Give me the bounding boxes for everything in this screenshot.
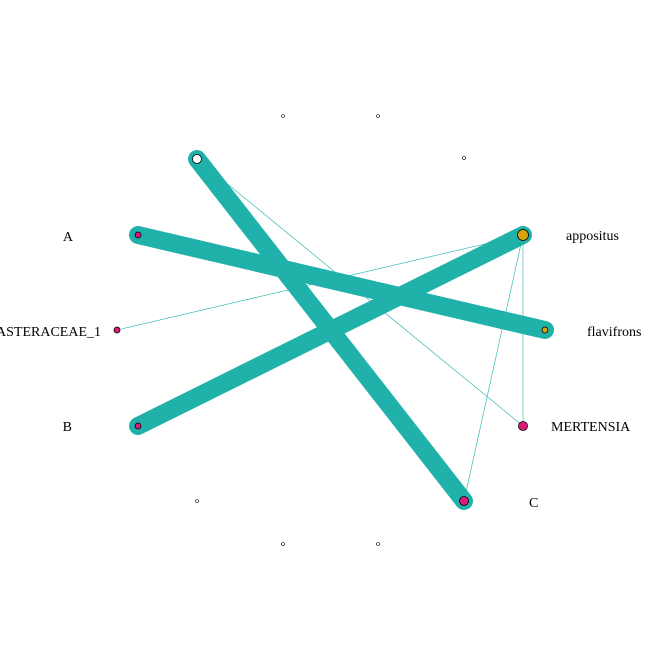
labels-layer: appositus flavifrons MERTENSIA C B ASTERACEAE… <box>0 229 641 511</box>
edge-appositus-C <box>463 234 524 502</box>
node-C <box>459 496 469 506</box>
node-ASTERACEAE_1 <box>113 326 121 334</box>
node-label-flavifrons: flavifrons <box>587 325 641 340</box>
node-label-A: A <box>63 230 74 245</box>
node-label-MERTENSIA: MERTENSIA <box>551 420 631 435</box>
node-n_bot_1 <box>281 542 285 546</box>
node-flavifrons <box>541 326 549 334</box>
node-n_bot_2 <box>376 542 380 546</box>
node-n_top_left <box>192 154 202 164</box>
edge-A-flavifrons <box>129 226 554 339</box>
node-label-C: C <box>529 496 538 511</box>
node-label-appositus: appositus <box>566 229 619 244</box>
edge-ASTERACEAE_1-appositus <box>116 234 524 331</box>
nodes-layer <box>113 114 549 546</box>
edge-n_top_left-C <box>188 150 473 510</box>
node-appositus <box>517 229 529 241</box>
node-n_top_right <box>462 156 466 160</box>
node-B <box>134 422 142 430</box>
node-label-B: B <box>63 420 72 435</box>
edges-layer <box>116 150 554 510</box>
node-label-ASTERACEAE_1: ASTERACEAE_1 <box>0 325 101 340</box>
edge-n_top_left-MERTENSIA <box>196 158 524 427</box>
node-A <box>134 231 142 239</box>
node-n_top_1 <box>281 114 285 118</box>
node-n_bot_left <box>195 499 199 503</box>
node-n_top_2 <box>376 114 380 118</box>
node-MERTENSIA <box>518 421 528 431</box>
